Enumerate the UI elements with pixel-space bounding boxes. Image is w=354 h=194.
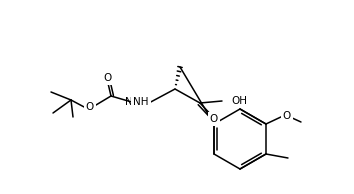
Text: OH: OH: [231, 96, 247, 106]
Text: O: O: [103, 73, 111, 83]
Text: OH: OH: [231, 96, 247, 106]
Text: O: O: [210, 114, 218, 124]
Text: O: O: [86, 102, 94, 112]
Text: NH: NH: [126, 97, 141, 107]
Text: O: O: [103, 73, 111, 83]
Text: O: O: [210, 114, 218, 124]
Text: NH: NH: [133, 97, 149, 107]
Text: O: O: [283, 111, 291, 121]
Text: O: O: [283, 111, 291, 121]
Text: O: O: [86, 102, 94, 112]
